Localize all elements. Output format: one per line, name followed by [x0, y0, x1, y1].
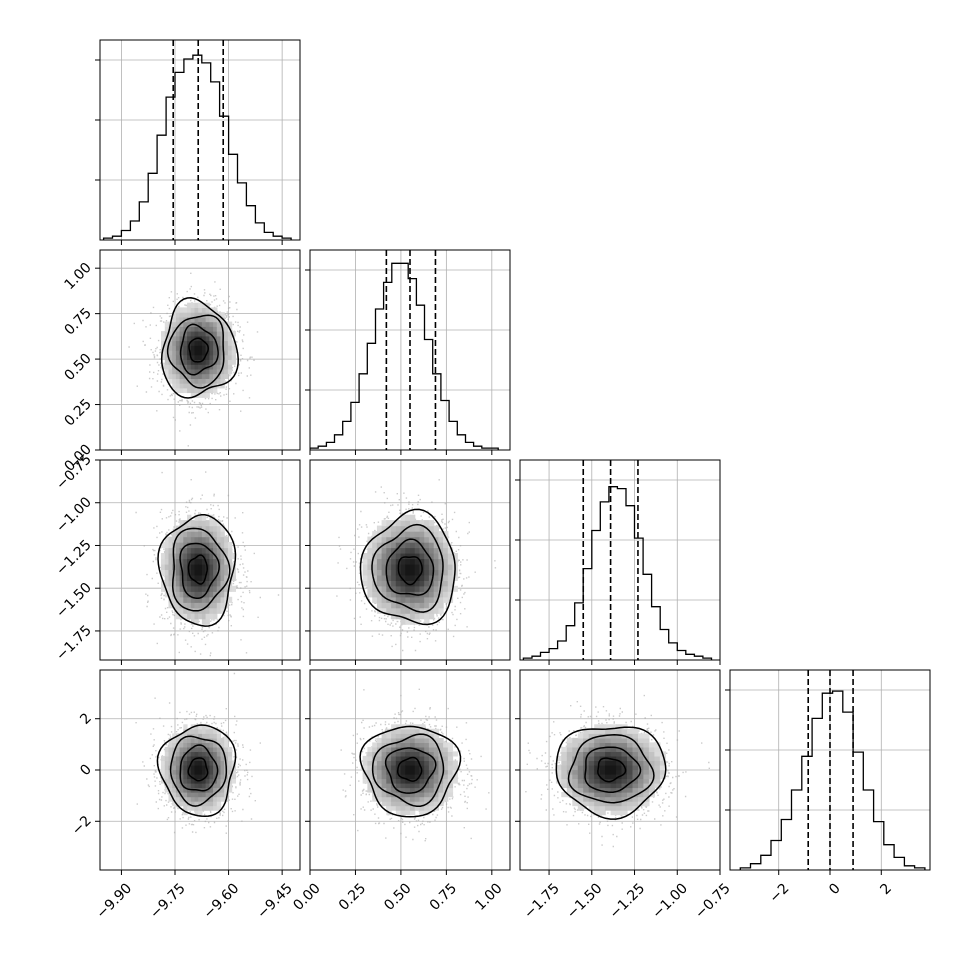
ytick-label-p3-1: 0 [77, 762, 95, 780]
scatter-points [135, 471, 280, 657]
histogram-panel-2 [515, 459, 721, 665]
panel-frame [99, 39, 301, 241]
ytick-label-p1-2: 0.50 [61, 351, 94, 384]
contour-level-2 [166, 314, 225, 389]
contour-level-3 [359, 725, 462, 818]
contour-level-0 [397, 556, 423, 586]
ytick-label-p3-2: 2 [77, 710, 95, 728]
contour-level-2 [567, 734, 655, 804]
contour-level-1 [179, 323, 219, 376]
scatter-panel-1-2 [305, 459, 511, 665]
panel-frame [309, 669, 511, 871]
panel-frame [99, 669, 301, 871]
scatter-panel-0-1 [95, 249, 301, 455]
histogram-step-2 [522, 486, 713, 660]
xtick-label-p2-0: −1.75 [521, 880, 563, 922]
histogram-step-1 [310, 262, 499, 450]
xtick-label-p2-4: −0.75 [692, 880, 734, 922]
panel-frame [519, 459, 721, 661]
histogram-step-0 [102, 54, 292, 240]
xtick-label-p1-3: 0.75 [427, 880, 460, 913]
contour-level-2 [371, 733, 445, 808]
contour-level-0 [187, 757, 209, 782]
xtick-label-p2-3: −1.00 [649, 880, 691, 922]
xtick-label-p2-1: −1.50 [564, 880, 606, 922]
ytick-label-p2-3: −1.00 [53, 494, 95, 536]
contour-level-1 [179, 542, 220, 600]
panel-frame [99, 249, 301, 451]
contour-level-3 [160, 297, 239, 399]
ytick-label-p1-3: 0.75 [61, 305, 94, 338]
ytick-label-p1-4: 1.00 [61, 260, 94, 293]
xtick-label-p3-2: 2 [877, 880, 895, 898]
histogram-panel-1 [305, 249, 511, 455]
panel-frame [309, 249, 511, 451]
ytick-label-p2-0: −1.75 [53, 622, 95, 664]
contour-level-0 [188, 337, 209, 363]
ytick-label-p1-1: 0.25 [62, 396, 95, 429]
panel-frame [99, 459, 301, 661]
xtick-label-p1-4: 1.00 [472, 880, 505, 913]
panel-frame [729, 669, 931, 871]
xtick-label-p0-2: −9.60 [201, 880, 243, 922]
contour-level-2 [371, 523, 444, 613]
contour-level-0 [187, 554, 208, 585]
contour-level-3 [359, 508, 456, 626]
contour-level-1 [584, 746, 642, 794]
scatter-panel-0-3 [95, 669, 301, 875]
ytick-label-p3-0: −2 [69, 813, 95, 839]
xtick-label-p0-1: −9.75 [147, 880, 189, 922]
histogram-panel-3 [725, 669, 931, 875]
contour-level-2 [169, 735, 228, 807]
xtick-label-p2-2: −1.25 [607, 880, 649, 922]
contour-level-2 [171, 527, 231, 612]
xtick-label-p3-1: 0 [826, 880, 844, 898]
xtick-label-p0-3: −9.45 [254, 880, 296, 922]
scatter-points [128, 272, 259, 447]
ytick-label-p2-2: −1.25 [53, 537, 95, 579]
contour-level-1 [384, 747, 437, 794]
contour-level-3 [157, 513, 237, 627]
xtick-label-p1-2: 0.50 [381, 880, 414, 913]
contour-level-1 [179, 744, 219, 792]
ytick-label-p2-1: −1.50 [53, 580, 95, 622]
histogram-step-3 [739, 690, 926, 870]
xtick-label-p3-0: −2 [767, 880, 793, 906]
scatter-panel-2-3 [515, 669, 721, 875]
panel-frame [519, 669, 721, 871]
contour-level-0 [597, 757, 627, 783]
xtick-label-p0-0: −9.90 [94, 880, 136, 922]
panel-frame [309, 459, 511, 661]
xtick-label-p1-0: 0.00 [290, 880, 323, 913]
scatter-panel-0-2 [95, 459, 301, 665]
scatter-panel-1-3 [305, 669, 511, 875]
contour-level-0 [396, 756, 423, 782]
histogram-panel-0 [95, 39, 301, 245]
contour-level-1 [385, 538, 435, 596]
contour-level-3 [555, 726, 667, 820]
xtick-label-p1-1: 0.25 [336, 880, 369, 913]
contour-level-3 [156, 724, 237, 818]
